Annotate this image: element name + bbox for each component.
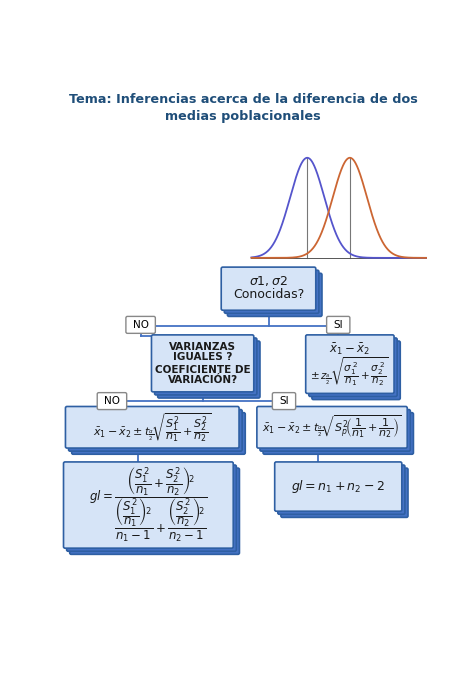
FancyBboxPatch shape — [281, 468, 408, 517]
FancyBboxPatch shape — [221, 267, 316, 310]
Text: $gl = \dfrac{\left(\dfrac{S_1^{\,2}}{n_1}+\dfrac{S_2^{\,2}}{n_2}\right)^{\!2}}{\: $gl = \dfrac{\left(\dfrac{S_1^{\,2}}{n_1… — [89, 466, 208, 545]
FancyBboxPatch shape — [260, 410, 410, 451]
Text: COEFICIENTE DE: COEFICIENTE DE — [155, 364, 250, 375]
FancyBboxPatch shape — [69, 410, 242, 451]
FancyBboxPatch shape — [275, 462, 402, 511]
Text: medias poblacionales: medias poblacionales — [165, 110, 321, 123]
FancyBboxPatch shape — [97, 392, 127, 410]
Text: $gl = n_1 + n_2 - 2$: $gl = n_1 + n_2 - 2$ — [292, 478, 385, 495]
FancyBboxPatch shape — [327, 316, 350, 333]
Text: Conocidas?: Conocidas? — [233, 288, 304, 301]
Text: SI: SI — [279, 396, 289, 406]
FancyBboxPatch shape — [72, 413, 245, 454]
Text: $\bar{x}_1 - \bar{x}_2$: $\bar{x}_1 - \bar{x}_2$ — [329, 341, 370, 357]
FancyBboxPatch shape — [228, 273, 322, 316]
Text: $\bar{x}_1 - \bar{x}_2 \pm t_{\frac{\alpha}{2}}\!\sqrt{\dfrac{S_1^2}{n_1}+\dfrac: $\bar{x}_1 - \bar{x}_2 \pm t_{\frac{\alp… — [93, 411, 211, 444]
FancyBboxPatch shape — [152, 335, 254, 392]
FancyBboxPatch shape — [263, 413, 413, 454]
Text: $\bar{x}_1 - \bar{x}_2 \pm t_{\frac{\alpha}{2}}\!\sqrt{S_p^2\!\left(\dfrac{1}{n_: $\bar{x}_1 - \bar{x}_2 \pm t_{\frac{\alp… — [262, 414, 402, 441]
FancyBboxPatch shape — [278, 465, 405, 514]
Text: VARIANZAS: VARIANZAS — [169, 342, 236, 352]
FancyBboxPatch shape — [126, 316, 155, 333]
FancyBboxPatch shape — [155, 338, 257, 395]
FancyBboxPatch shape — [309, 338, 397, 397]
FancyBboxPatch shape — [312, 341, 400, 399]
Text: NO: NO — [104, 396, 120, 406]
FancyBboxPatch shape — [306, 335, 394, 393]
FancyBboxPatch shape — [67, 465, 237, 552]
FancyBboxPatch shape — [65, 407, 239, 448]
FancyBboxPatch shape — [158, 341, 260, 398]
Text: NO: NO — [133, 320, 149, 330]
Text: IGUALES ?: IGUALES ? — [173, 352, 232, 362]
FancyBboxPatch shape — [64, 462, 233, 548]
Text: Tema: Inferencias acerca de la diferencia de dos: Tema: Inferencias acerca de la diferenci… — [69, 93, 417, 106]
FancyBboxPatch shape — [70, 468, 239, 554]
Text: VARIACIÓN?: VARIACIÓN? — [168, 375, 237, 386]
FancyBboxPatch shape — [257, 407, 407, 448]
Text: $\sigma 1, \sigma 2$: $\sigma 1, \sigma 2$ — [249, 274, 288, 288]
FancyBboxPatch shape — [224, 270, 319, 314]
FancyBboxPatch shape — [273, 392, 296, 410]
Text: $\pm\,z_{\frac{a}{2}}\sqrt{\dfrac{\sigma_1^{\,2}}{n_1}+\dfrac{\sigma_2^{\,2}}{n_: $\pm\,z_{\frac{a}{2}}\sqrt{\dfrac{\sigma… — [310, 355, 389, 388]
Text: SI: SI — [333, 320, 343, 330]
